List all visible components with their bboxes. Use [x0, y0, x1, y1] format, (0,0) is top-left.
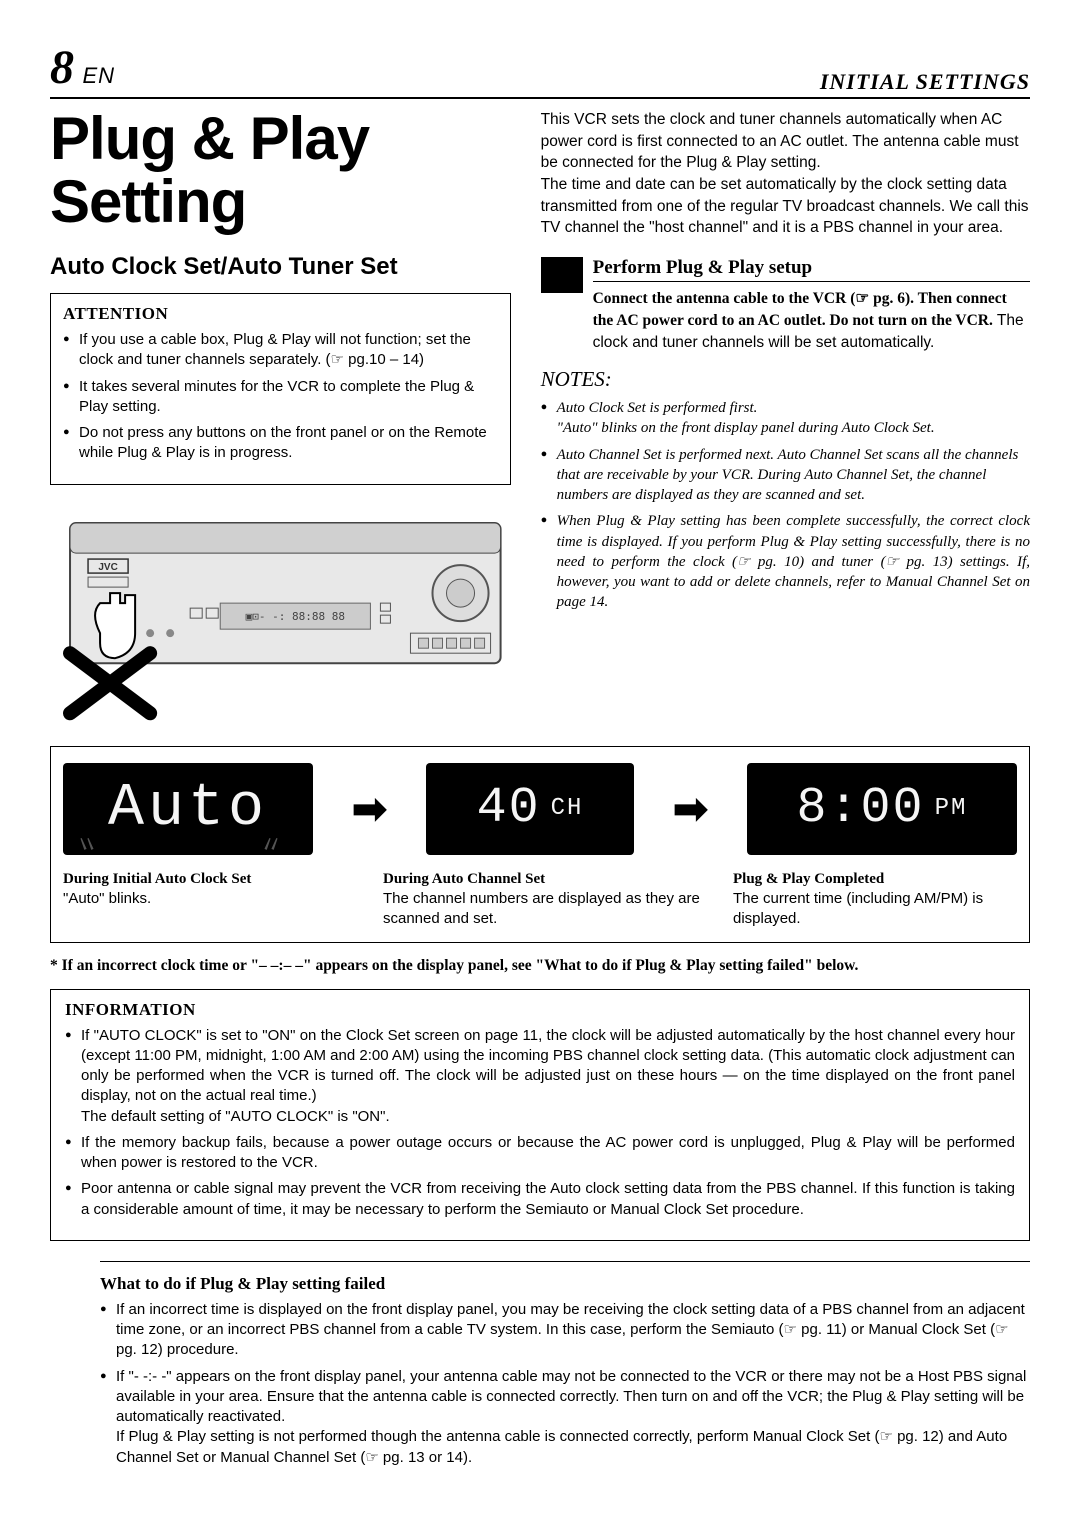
display-labels: During Initial Auto Clock Set "Auto" bli…	[63, 869, 1017, 930]
page-lang: EN	[82, 63, 115, 88]
page-number-digit: 8	[50, 41, 74, 94]
display-label-col: During Initial Auto Clock Set "Auto" bli…	[63, 869, 363, 930]
notes-item: When Plug & Play setting has been comple…	[541, 511, 1030, 612]
svg-text:▣⊡- -: 88:88 88: ▣⊡- -: 88:88 88	[246, 610, 345, 623]
display-label-desc: The channel numbers are displayed as the…	[383, 889, 713, 930]
lcd-time-text: 8:00	[797, 780, 925, 837]
fail-item: If an incorrect time is displayed on the…	[100, 1300, 1030, 1361]
attention-item: Do not press any buttons on the front pa…	[63, 423, 498, 464]
information-item: If "AUTO CLOCK" is set to "ON" on the Cl…	[65, 1026, 1015, 1127]
display-sequence: 〃 〃 Auto 〃 〃 ➡ 40 CH ➡ 8:00 PM	[63, 763, 1017, 855]
notes-heading: NOTES:	[541, 367, 1030, 392]
blink-mark-icon: 〃	[259, 828, 283, 863]
attention-item: It takes several minutes for the VCR to …	[63, 377, 498, 418]
lcd-time-suffix: PM	[935, 795, 968, 822]
attention-item: If you use a cable box, Plug & Play will…	[63, 330, 498, 371]
lcd-ch-suffix: CH	[551, 795, 584, 822]
blink-mark-icon: 〃	[75, 828, 99, 863]
fail-item: If "- -:- -" appears on the front displa…	[100, 1367, 1030, 1468]
display-label-desc: The current time (including AM/PM) is di…	[733, 889, 1017, 930]
information-item: If the memory backup fails, because a po…	[65, 1133, 1015, 1174]
step-heading: Perform Plug & Play setup	[593, 257, 1030, 282]
display-sequence-box: 〃 〃 Auto 〃 〃 ➡ 40 CH ➡ 8:00 PM During In…	[50, 746, 1030, 943]
notes-list: Auto Clock Set is performed first. "Auto…	[541, 398, 1030, 613]
display-label-desc: "Auto" blinks.	[63, 889, 363, 909]
lcd-auto-text: Auto	[108, 775, 268, 843]
display-label-title: During Initial Auto Clock Set	[63, 869, 363, 889]
vcr-illustration: JVC ▣⊡- -: 88:88 88	[50, 503, 511, 728]
display-label-title: Plug & Play Completed	[733, 869, 1017, 889]
information-title: INFORMATION	[65, 1000, 1015, 1020]
intro-text: This VCR sets the clock and tuner channe…	[541, 109, 1030, 239]
fail-list: If an incorrect time is displayed on the…	[100, 1300, 1030, 1468]
lcd-channel: 40 CH	[426, 763, 634, 855]
fail-section: What to do if Plug & Play setting failed…	[100, 1261, 1030, 1468]
vcr-icon: JVC ▣⊡- -: 88:88 88	[50, 503, 511, 723]
notes-item: Auto Clock Set is performed first. "Auto…	[541, 398, 1030, 439]
fail-title: What to do if Plug & Play setting failed	[100, 1274, 1030, 1294]
attention-title: ATTENTION	[63, 304, 498, 324]
lcd-time: 8:00 PM	[747, 763, 1017, 855]
information-list: If "AUTO CLOCK" is set to "ON" on the Cl…	[65, 1026, 1015, 1220]
page-header: 8 EN INITIAL SETTINGS	[50, 40, 1030, 99]
arrow-icon: ➡	[673, 784, 708, 833]
information-box: INFORMATION If "AUTO CLOCK" is set to "O…	[50, 989, 1030, 1241]
information-item: Poor antenna or cable signal may prevent…	[65, 1179, 1015, 1220]
main-title: Plug & Play Setting	[50, 107, 511, 233]
step-1: Perform Plug & Play setup Connect the an…	[541, 257, 1030, 353]
lcd-ch-number: 40	[477, 780, 541, 837]
display-label-title: During Auto Channel Set	[383, 869, 713, 889]
subtitle: Auto Clock Set/Auto Tuner Set	[50, 253, 511, 281]
attention-list: If you use a cable box, Plug & Play will…	[63, 330, 498, 464]
arrow-icon: ➡	[352, 784, 387, 833]
step-body: Connect the antenna cable to the VCR (☞ …	[593, 288, 1030, 353]
section-header: INITIAL SETTINGS	[820, 69, 1030, 95]
display-label-col: During Auto Channel Set The channel numb…	[383, 869, 713, 930]
footnote: * If an incorrect clock time or "– –:– –…	[50, 957, 1030, 975]
page-number: 8 EN	[50, 40, 115, 95]
svg-text:JVC: JVC	[98, 562, 117, 573]
attention-box: ATTENTION If you use a cable box, Plug &…	[50, 293, 511, 485]
display-label-col: Plug & Play Completed The current time (…	[733, 869, 1017, 930]
step-bold-text: Connect the antenna cable to the VCR (☞ …	[593, 290, 1007, 329]
notes-item: Auto Channel Set is performed next. Auto…	[541, 445, 1030, 506]
step-number-box	[541, 257, 583, 293]
